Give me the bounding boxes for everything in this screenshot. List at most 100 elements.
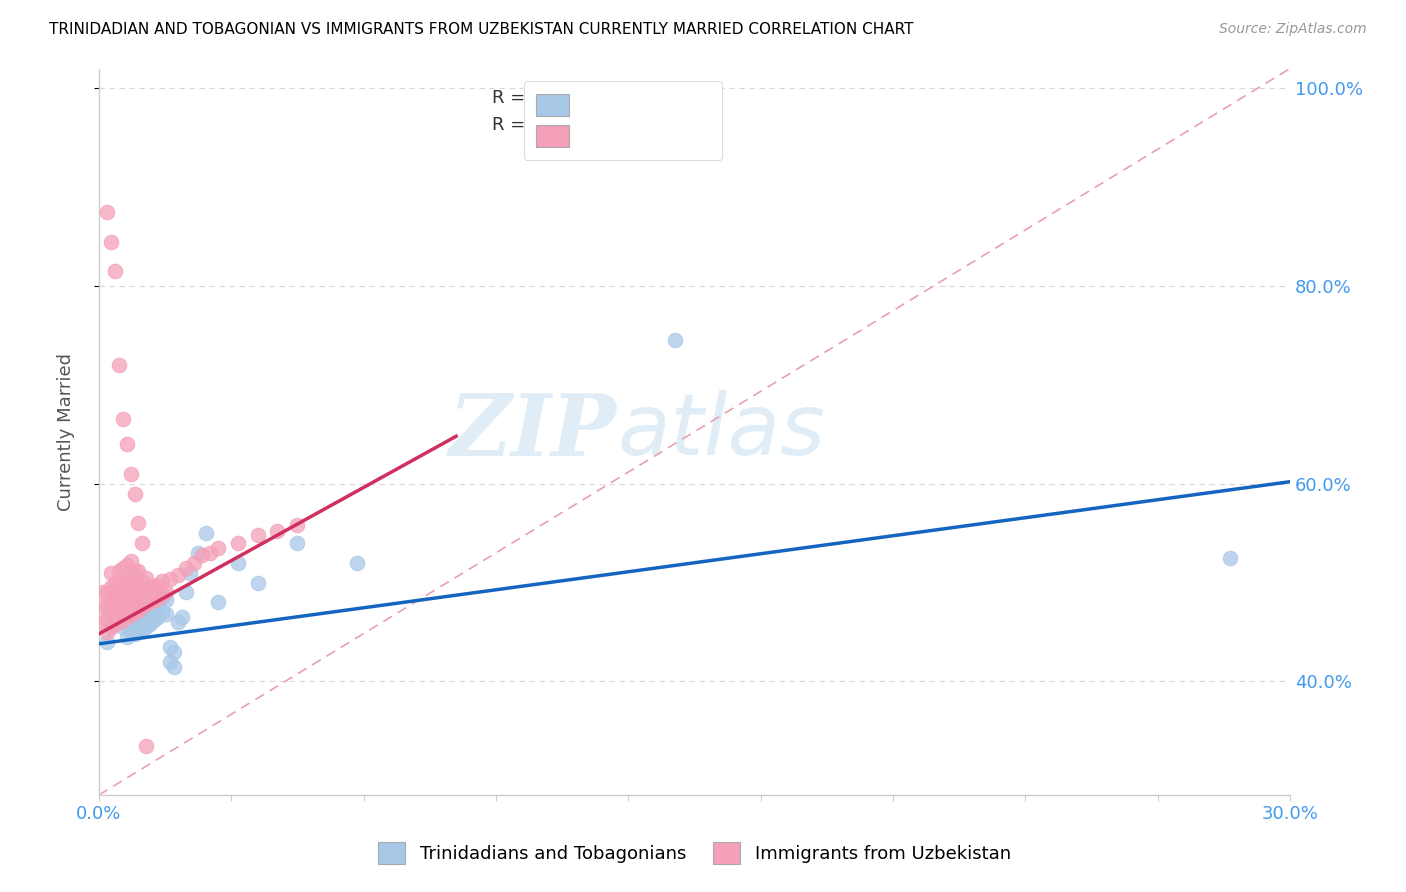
Point [115,571,138,585]
Point [131,610,153,624]
Text: Source: ZipAtlas.com: Source: ZipAtlas.com [1219,22,1367,37]
Text: ZIP: ZIP [449,390,617,474]
Point [107,585,129,599]
Point [664,334,686,348]
Point [91,615,114,629]
Point [124,615,146,629]
Point [115,603,138,617]
Point [128,600,150,615]
Text: 58: 58 [643,88,668,106]
Point [135,571,157,585]
Point [163,659,186,673]
Point [143,613,166,627]
Point [120,554,142,568]
Point [246,575,269,590]
Point [139,595,162,609]
Point [135,595,157,609]
Point [91,600,114,615]
Point [131,597,153,611]
Point [139,617,162,632]
Point [111,574,134,588]
Text: 0.287: 0.287 [534,88,591,106]
Point [139,605,162,619]
Point [107,615,129,629]
Point [100,620,122,634]
Point [128,624,150,639]
Point [148,577,170,591]
Point [172,610,194,624]
Point [191,548,214,562]
Point [96,624,118,639]
Point [96,613,118,627]
Point [111,595,134,609]
Point [111,412,134,426]
Text: TRINIDADIAN AND TOBAGONIAN VS IMMIGRANTS FROM UZBEKISTAN CURRENTLY MARRIED CORRE: TRINIDADIAN AND TOBAGONIAN VS IMMIGRANTS… [49,22,914,37]
Point [111,600,134,615]
Point [111,607,134,622]
Point [139,582,162,596]
Point [131,623,153,637]
Point [159,655,181,669]
Point [120,624,142,639]
Point [124,602,146,616]
Point [159,572,181,586]
Point [115,583,138,598]
Point [115,558,138,572]
Point [107,615,129,629]
Point [174,560,197,574]
Point [104,575,127,590]
Point [104,617,127,632]
Point [104,610,127,624]
Point [120,581,142,595]
Point [131,574,153,588]
Point [100,620,122,634]
Point [150,605,173,619]
Point [135,620,157,634]
Point [128,577,150,591]
Point [195,526,218,541]
Point [115,597,138,611]
Point [179,566,201,580]
Point [207,595,229,609]
Point [120,593,142,607]
Point [131,536,153,550]
Text: N =: N = [605,116,645,134]
Point [159,640,181,654]
Point [143,593,166,607]
Point [124,577,146,591]
Point [128,564,150,578]
Point [346,556,368,570]
Point [100,605,122,619]
Point [91,585,114,599]
Point [226,556,249,570]
Point [96,585,118,599]
Point [148,597,170,611]
Text: 81: 81 [643,116,668,134]
Point [143,600,166,615]
Point [104,595,127,609]
Point [124,486,146,500]
Point [128,587,150,601]
Point [155,585,177,599]
Point [143,587,166,601]
Point [115,617,138,632]
Point [266,524,288,538]
Point [135,583,157,598]
Point [150,591,173,605]
Point [183,556,205,570]
Point [198,546,221,560]
Text: R =: R = [492,116,531,134]
Point [124,591,146,606]
Point [148,591,170,606]
Point [104,264,127,278]
Point [207,541,229,555]
Point [124,627,146,641]
Y-axis label: Currently Married: Currently Married [58,353,75,511]
Point [111,560,134,574]
Point [120,600,142,615]
Point [96,635,118,649]
Point [100,593,122,607]
Point [174,585,197,599]
Point [115,630,138,644]
Point [135,597,157,611]
